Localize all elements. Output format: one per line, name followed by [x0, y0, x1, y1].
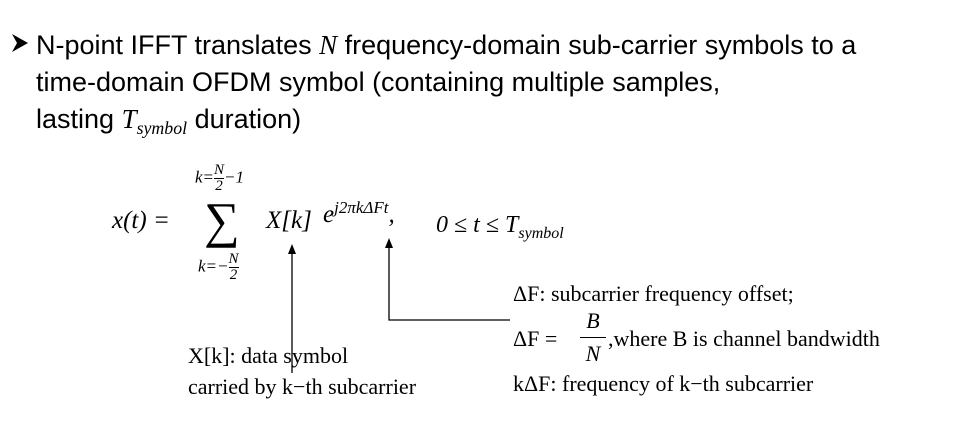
summand-xk: X[k]	[266, 207, 312, 234]
xk-note-line-1: X[k]: data symbol	[188, 343, 349, 368]
bullet-line-3: lasting Tsymbol duration)	[36, 100, 301, 147]
df-frac-bar	[580, 337, 606, 338]
df-note-formula-rest: ,where B is channel bandwidth	[608, 326, 880, 351]
bullet-line-1: N-point IFFT translates N frequency-doma…	[10, 26, 856, 64]
sum-lower-limit: k=−N 2	[198, 251, 239, 283]
formula-condition: 0 ≤ t ≤ Tsymbol	[436, 212, 564, 242]
bullet-text-1a: N-point IFFT translates	[36, 30, 320, 60]
df-note-formula-lhs: ΔF =	[513, 326, 558, 351]
bullet-var-t: T	[121, 104, 137, 134]
bullet-var-t-sub: symbol	[136, 118, 188, 139]
sigma-symbol: ∑	[204, 192, 240, 248]
arrow-bullet-icon	[10, 26, 36, 64]
bullet-line-2: time-domain OFDM symbol (containing mult…	[36, 63, 720, 101]
bullet-text-3a: lasting	[36, 104, 122, 134]
arrow-df-line	[388, 246, 510, 321]
bullet-text-3b: duration)	[187, 104, 302, 134]
bullet-text-1b: frequency-domain sub-carrier symbols to …	[337, 30, 857, 60]
sum-upper-limit: k=N 2 −1	[195, 162, 245, 194]
arrow-xk-head	[288, 244, 296, 254]
df-note-line-1: ΔF: subcarrier frequency offset;	[513, 281, 794, 306]
df-frac-den: N	[585, 341, 601, 366]
arrow-df-head	[385, 238, 393, 248]
df-frac-num: B	[586, 308, 600, 333]
xk-note-line-2: carried by k−th subcarrier	[188, 374, 417, 399]
formula-lhs: x(t) =	[112, 207, 170, 234]
bullet-text-2: time-domain OFDM symbol (containing mult…	[36, 67, 721, 97]
summand-exponential: ej2πkΔFt,	[323, 198, 395, 228]
kdf-note: kΔF: frequency of k−th subcarrier	[513, 371, 814, 396]
bullet-var-n: N	[319, 30, 338, 60]
